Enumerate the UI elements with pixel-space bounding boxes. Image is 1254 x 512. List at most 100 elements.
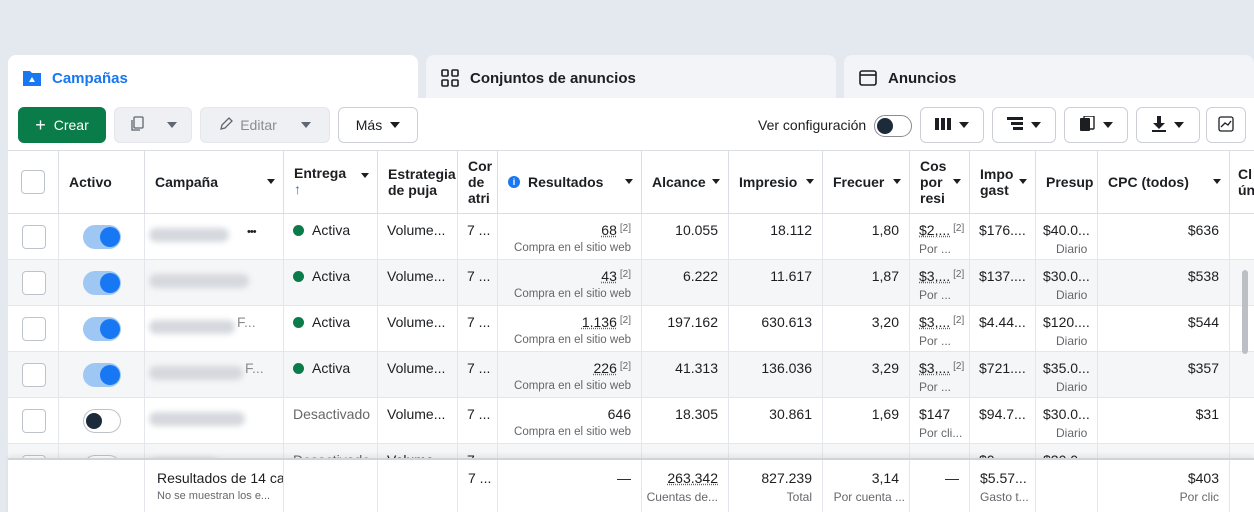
active-toggle[interactable] [83, 363, 121, 387]
active-toggle[interactable] [83, 317, 121, 341]
reports-button[interactable] [1064, 107, 1128, 143]
create-label: Crear [54, 117, 89, 133]
tab-campanas[interactable]: Campañas [8, 55, 418, 101]
results-number: 646 [608, 406, 631, 422]
footnote-marker: [2] [953, 269, 964, 280]
select-all-checkbox[interactable] [21, 170, 45, 194]
status-dot-icon [293, 317, 304, 328]
footer-results-sub: No se muestran los e... [157, 490, 270, 502]
sort-arrow-icon: ↑ [294, 181, 301, 197]
tab-anuncios[interactable]: Anuncios [844, 55, 1254, 101]
cpc-value: $544 [1188, 314, 1219, 330]
col-clics[interactable]: Cl ún [1230, 151, 1254, 213]
col-impresiones[interactable]: Impresio [729, 151, 823, 213]
footer-alcance: 263.342 Cuentas de... [642, 460, 729, 512]
active-toggle[interactable] [83, 271, 121, 295]
col-campana[interactable]: Campaña [145, 151, 284, 213]
status-dot-icon [293, 225, 304, 236]
budget-value: $40.0... [1043, 222, 1090, 238]
edit-button[interactable]: Editar [200, 107, 330, 143]
row-frequency-cell: 3,29 [823, 352, 910, 398]
info-icon: i [508, 176, 520, 188]
row-clicks-cell [1230, 352, 1254, 398]
columns-button[interactable] [920, 107, 984, 143]
col-label: Cor de atri [468, 158, 497, 206]
col-frecuencia[interactable]: Frecuer [823, 151, 910, 213]
export-button[interactable] [1136, 107, 1200, 143]
row-budget-cell: $120.... Diario [1036, 306, 1098, 352]
impressions-value: 18.112 [770, 222, 812, 238]
table-row[interactable]: F... Activa Volume... 7 ... 226 [2] Compr… [8, 352, 1254, 398]
row-clicks-cell [1230, 214, 1254, 260]
footer-reach-sub: Cuentas de... [647, 490, 718, 504]
chevron-down-icon [301, 122, 311, 128]
col-alcance[interactable]: Alcance [642, 151, 729, 213]
col-cpc[interactable]: CPC (todos) [1098, 151, 1230, 213]
row-campaign-cell[interactable] [145, 260, 284, 306]
footnote-marker: [2] [620, 269, 631, 280]
row-campaign-cell[interactable] [145, 398, 284, 444]
budget-value: $30.0... [1043, 406, 1090, 422]
toggle-knob [100, 273, 120, 293]
footer-importe: $5.57... Gasto t... [970, 460, 1036, 512]
active-toggle[interactable] [83, 225, 121, 249]
impressions-value: 30.861 [769, 406, 812, 422]
chart-button[interactable] [1206, 107, 1246, 143]
duplicate-icon [129, 116, 145, 135]
row-config-cell: 7 ... [458, 352, 498, 398]
footer-config: 7 ... [458, 460, 498, 512]
row-checkbox[interactable] [22, 271, 46, 295]
table-row[interactable]: ••• Activa Volume... 7 ... 68 [2] Compra … [8, 214, 1254, 260]
table-row[interactable]: Desactivado Volume... 7 ... 646 Compra e… [8, 398, 1254, 444]
col-label: Presup [1046, 174, 1093, 190]
col-label: Resultados [528, 174, 603, 190]
view-config-toggle[interactable] [874, 115, 912, 137]
config-value: 7 ... [467, 314, 490, 330]
row-checkbox[interactable] [22, 409, 46, 433]
active-toggle[interactable] [83, 409, 121, 433]
footer-config-value: 7 ... [468, 470, 491, 486]
status-text: Activa [293, 360, 350, 376]
row-checkbox[interactable] [22, 317, 46, 341]
vertical-scrollbar[interactable] [1242, 270, 1248, 354]
row-menu-dots[interactable]: ••• [247, 226, 256, 238]
spent-value: $176.... [979, 222, 1026, 238]
col-importe[interactable]: Impo gast [970, 151, 1036, 213]
tab-conjuntos[interactable]: Conjuntos de anuncios [426, 55, 836, 101]
create-button[interactable]: + Crear [18, 107, 106, 143]
col-estrategia[interactable]: Estrategia de puja [378, 151, 458, 213]
col-presupuesto[interactable]: Presup [1036, 151, 1098, 213]
status-label: Desactivado [293, 406, 370, 422]
row-campaign-cell[interactable]: F... [145, 306, 284, 352]
table-row[interactable]: F... Activa Volume... 7 ... 1.136 [2] Com… [8, 306, 1254, 352]
col-costo[interactable]: Cos por resi [910, 151, 970, 213]
row-budget-cell: $30.0... Diario [1036, 398, 1098, 444]
campaigns-panel: + Crear Editar Más Ver configuración [8, 98, 1254, 512]
col-resultados[interactable]: i Resultados [498, 151, 642, 213]
col-activo[interactable]: Activo [59, 151, 145, 213]
more-button[interactable]: Más [338, 107, 418, 143]
status-label: Activa [312, 314, 350, 330]
table-row[interactable]: Activa Volume... 7 ... 43 [2] Compra en e… [8, 260, 1254, 306]
col-entrega[interactable]: Entrega ↑ [284, 151, 378, 213]
row-checkbox[interactable] [22, 363, 46, 387]
frequency-value: 1,80 [872, 222, 899, 238]
status-text: Desactivado [293, 406, 370, 422]
row-impressions-cell: 11.617 [729, 260, 823, 306]
row-campaign-cell[interactable]: F... [145, 352, 284, 398]
duplicate-button[interactable] [114, 107, 192, 143]
chevron-down-icon [1019, 179, 1027, 184]
row-status-cell: Desactivado [284, 398, 378, 444]
results-number: 68 [601, 222, 617, 238]
col-config[interactable]: Cor de atri [458, 151, 498, 213]
status-text: Activa [293, 314, 350, 330]
trend-chart-icon [1218, 116, 1234, 135]
col-label: Frecuer [833, 174, 884, 190]
breakdown-button[interactable] [992, 107, 1056, 143]
row-campaign-cell[interactable]: ••• [145, 214, 284, 260]
tab-label: Anuncios [888, 70, 956, 87]
row-status-cell: Activa [284, 260, 378, 306]
reach-value: 41.313 [675, 360, 718, 376]
cost-sub: Por cli... [919, 426, 962, 440]
row-checkbox[interactable] [22, 225, 46, 249]
